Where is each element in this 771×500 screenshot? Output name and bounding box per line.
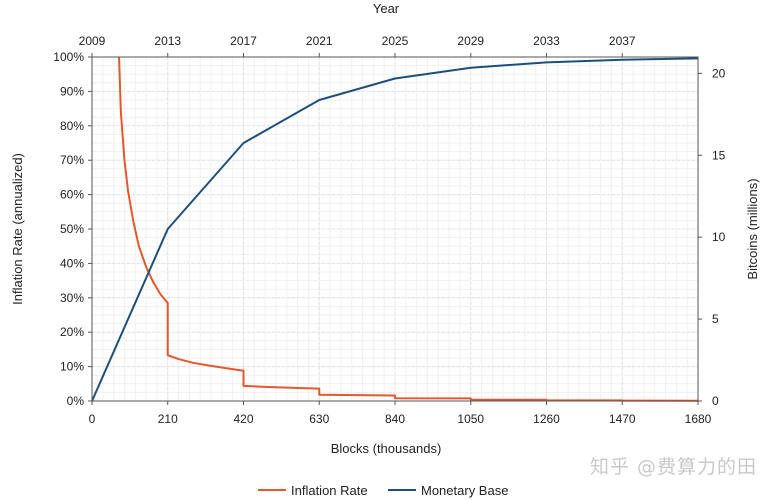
legend: Inflation Rate Monetary Base (258, 483, 508, 498)
y-left-tick-label: 20% (60, 325, 84, 339)
y-left-tick-label: 80% (60, 119, 84, 133)
top-tick-label: 2013 (154, 34, 181, 48)
y-left-tick-label: 50% (60, 222, 84, 236)
y-left-tick-label: 60% (60, 188, 84, 202)
series-line-inflation-rate (118, 56, 699, 402)
y-left-tick-label: 0% (67, 394, 85, 408)
top-tick-label: 2017 (230, 34, 257, 48)
y-left-tick-label: 100% (53, 50, 84, 64)
grid (91, 56, 699, 402)
y-right-axis-title: Bitcoins (millions) (745, 178, 760, 279)
x-tick-label: 1470 (609, 412, 636, 426)
y-right-tick-label: 10 (712, 230, 726, 244)
y-left-tick-label: 40% (60, 256, 84, 270)
top-axis-title: Year (373, 1, 400, 16)
x-tick-label: 210 (158, 412, 178, 426)
series-line-monetary-base (91, 57, 699, 402)
y-right-tick-label: 15 (712, 148, 726, 162)
x-axis-title: Blocks (thousands) (331, 441, 442, 456)
top-tick-label: 2029 (457, 34, 484, 48)
top-tick-label: 2009 (79, 34, 106, 48)
y-left-tick-label: 90% (60, 84, 84, 98)
y-left-tick-label: 10% (60, 360, 84, 374)
legend-label-inflation: Inflation Rate (291, 483, 368, 498)
top-tick-label: 2037 (609, 34, 636, 48)
x-tick-label: 1680 (685, 412, 712, 426)
x-tick-label: 630 (309, 412, 329, 426)
series-layer (91, 56, 699, 402)
x-tick-label: 420 (233, 412, 253, 426)
x-tick-label: 0 (89, 412, 96, 426)
y-left-axis-title: Inflation Rate (annualized) (10, 153, 25, 305)
top-tick-label: 2021 (306, 34, 333, 48)
y-right-tick-label: 5 (712, 312, 719, 326)
legend-label-monetary-base: Monetary Base (421, 483, 508, 498)
watermark: 知乎 @费算力的田 (589, 456, 757, 478)
x-tick-label: 840 (385, 412, 405, 426)
y-left-tick-label: 30% (60, 291, 84, 305)
top-tick-label: 2033 (533, 34, 560, 48)
x-tick-label: 1050 (457, 412, 484, 426)
top-tick-label: 2025 (382, 34, 409, 48)
y-right-tick-label: 0 (712, 394, 719, 408)
y-left-tick-label: 70% (60, 153, 84, 167)
y-right-tick-label: 20 (712, 66, 726, 80)
x-tick-label: 1260 (533, 412, 560, 426)
